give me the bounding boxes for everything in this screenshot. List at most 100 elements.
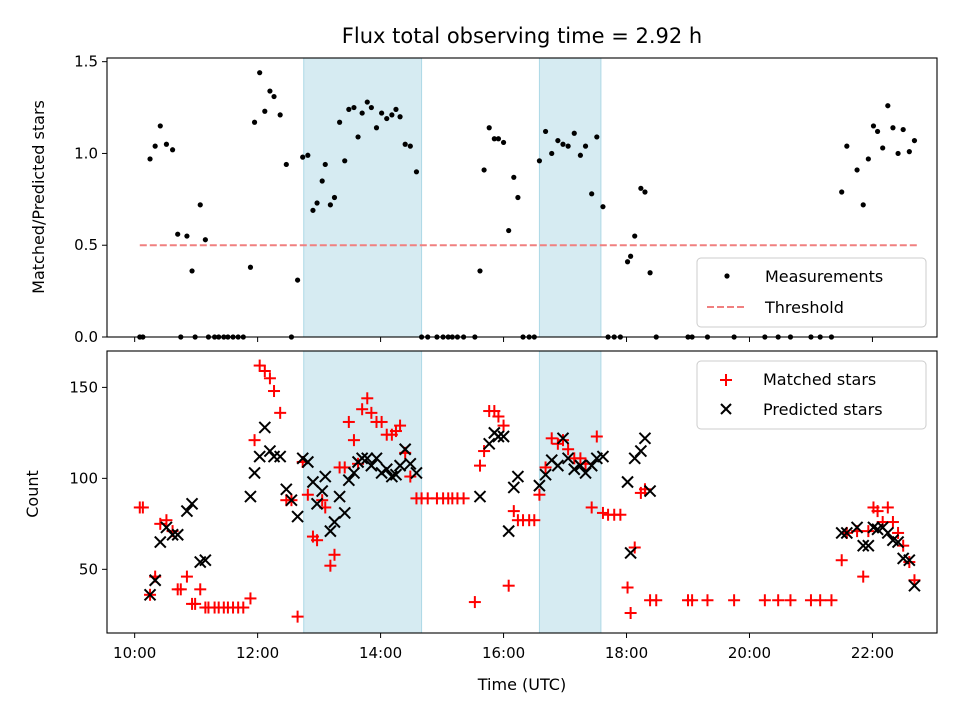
measurement-point bbox=[327, 202, 333, 208]
measurement-point bbox=[331, 194, 338, 201]
y-tick-label: 50 bbox=[79, 560, 98, 578]
measurement-point bbox=[642, 189, 648, 195]
matched-point bbox=[347, 434, 360, 447]
matched-point bbox=[468, 596, 481, 609]
measurement-point bbox=[506, 227, 512, 234]
measurement-point bbox=[277, 112, 283, 118]
predicted-point bbox=[393, 459, 407, 472]
matched-point bbox=[596, 506, 609, 519]
predicted-point bbox=[556, 432, 570, 445]
measurement-point bbox=[355, 134, 361, 140]
matched-point bbox=[492, 410, 505, 423]
matched-point bbox=[507, 505, 520, 518]
predicted-point bbox=[291, 510, 304, 523]
matched-point bbox=[180, 570, 193, 583]
measurement-point bbox=[337, 119, 343, 125]
predicted-point bbox=[333, 490, 346, 503]
matched-point bbox=[772, 594, 785, 607]
measurement-point bbox=[342, 158, 348, 164]
x-tick-label: 20:00 bbox=[728, 644, 771, 662]
measurement-point bbox=[389, 112, 395, 118]
predicted-point bbox=[324, 524, 337, 538]
predicted-point bbox=[280, 483, 293, 496]
matched-point bbox=[361, 392, 374, 405]
bottom-legend-box bbox=[696, 360, 927, 430]
predicted-point bbox=[154, 535, 167, 549]
matched-point bbox=[528, 514, 541, 527]
matched-point bbox=[375, 415, 388, 428]
measurement-point bbox=[384, 115, 390, 122]
matched-point bbox=[686, 594, 699, 607]
measurement-point bbox=[495, 136, 502, 142]
measurement-point bbox=[413, 169, 420, 175]
matched-point bbox=[237, 601, 250, 614]
measurement-point bbox=[202, 237, 208, 243]
predicted-point bbox=[148, 574, 162, 587]
measurement-point bbox=[536, 158, 543, 164]
measurement-point bbox=[632, 233, 638, 239]
measurement-point bbox=[368, 104, 374, 111]
predicted-point bbox=[328, 515, 341, 529]
matched-point bbox=[539, 461, 552, 474]
x-tick-label: 18:00 bbox=[605, 644, 648, 662]
predicted-point bbox=[248, 466, 261, 480]
y-tick-label: 0.0 bbox=[74, 328, 98, 346]
measurement-point bbox=[628, 253, 634, 259]
x-tick-label: 12:00 bbox=[236, 644, 279, 662]
matched-point bbox=[248, 434, 261, 447]
bottom-x-ticks: 10:00 12:00 14:00 16:00 18:00 20:00 22:00 bbox=[113, 633, 894, 662]
matched-point bbox=[356, 403, 369, 416]
measurement-point bbox=[175, 231, 181, 237]
measurement-point bbox=[373, 125, 380, 131]
matched-point bbox=[473, 459, 486, 472]
measurement-point bbox=[314, 200, 320, 206]
predicted-point bbox=[244, 490, 257, 503]
matched-point bbox=[701, 594, 714, 607]
matched-point bbox=[862, 525, 875, 538]
matched-point bbox=[835, 554, 848, 567]
measurement-point bbox=[906, 149, 912, 155]
measurement-point bbox=[880, 145, 886, 151]
matched-point bbox=[342, 415, 355, 428]
predicted-point bbox=[881, 526, 895, 540]
matched-point bbox=[590, 430, 603, 443]
predicted-point bbox=[361, 452, 374, 465]
measurement-point bbox=[589, 191, 595, 197]
predicted-point bbox=[511, 470, 525, 483]
predicted-point bbox=[574, 459, 587, 472]
top-y-axis-label: Matched/Predicted stars bbox=[29, 100, 48, 294]
measurement-point bbox=[895, 150, 901, 157]
predicted-point bbox=[185, 497, 199, 511]
matched-point bbox=[903, 556, 916, 569]
predicted-point bbox=[507, 481, 521, 494]
measurement-point bbox=[184, 233, 190, 239]
measurement-point bbox=[565, 143, 571, 149]
matched-point bbox=[886, 516, 899, 529]
predicted-point bbox=[258, 421, 272, 434]
measurement-point bbox=[247, 264, 254, 270]
predicted-point bbox=[568, 463, 581, 476]
matched-point bbox=[154, 517, 167, 530]
matched-point bbox=[892, 526, 905, 539]
matched-point bbox=[574, 452, 587, 465]
measurement-point bbox=[638, 185, 644, 191]
measurement-point bbox=[839, 189, 845, 195]
predicted-point bbox=[497, 430, 510, 443]
predicted-point bbox=[375, 466, 388, 480]
measurement-point bbox=[152, 143, 158, 149]
predicted-point bbox=[342, 473, 356, 487]
count-marks bbox=[133, 359, 921, 623]
measurement-point bbox=[267, 88, 273, 94]
top-x-ticks bbox=[134, 337, 873, 342]
measurement-point bbox=[515, 194, 521, 201]
bottom-y-axis-label: Count bbox=[23, 470, 42, 518]
measurement-point bbox=[359, 110, 365, 116]
measurement-point bbox=[397, 114, 403, 120]
measurement-point bbox=[319, 178, 325, 184]
predicted-point bbox=[338, 506, 351, 520]
measurement-point bbox=[860, 202, 866, 208]
matched-point bbox=[621, 581, 634, 594]
matched-point bbox=[258, 365, 271, 378]
measurement-point bbox=[379, 110, 385, 116]
matched-point bbox=[253, 359, 266, 372]
